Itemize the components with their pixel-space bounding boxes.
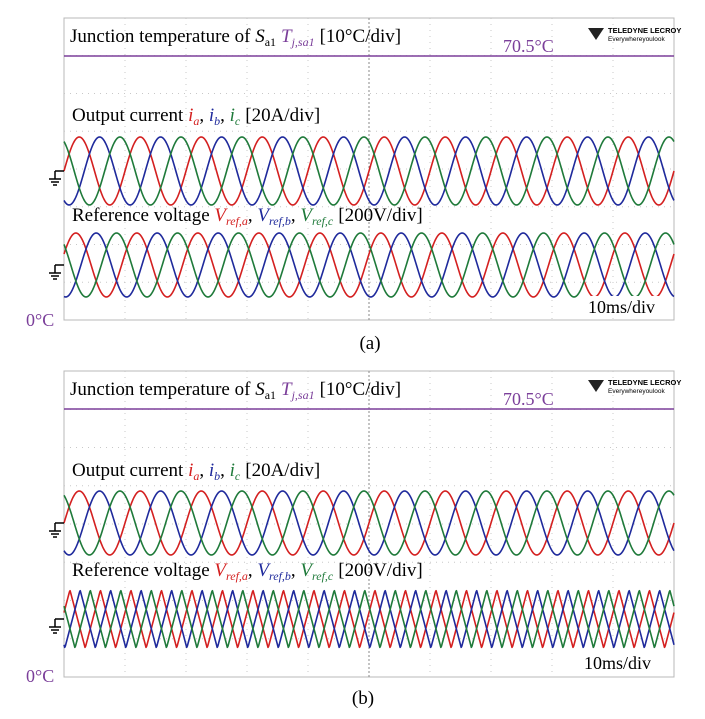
brand-tagline-b: Everywhereyoulook (608, 388, 665, 395)
trace-i-a-a (63, 136, 675, 206)
current-traces-b (63, 490, 675, 556)
voltage-title-a: Reference voltage Vref,a, Vref,b, Vref,c… (72, 205, 423, 228)
trace-v-ref-b-b (63, 589, 675, 649)
temp-zero-label-a: 0°C (26, 310, 54, 330)
ground-icon-voltage-a (49, 264, 64, 280)
caption-b: (b) (352, 688, 374, 709)
trace-v-ref-b-a (63, 232, 675, 298)
trace-i-c-a (63, 136, 675, 206)
voltage-traces-a (63, 232, 675, 298)
trace-i-c-b (63, 490, 675, 556)
lecroy-logo-icon (588, 380, 604, 392)
trace-v-ref-a-a (63, 232, 675, 298)
current-title-a: Output current ia, ib, ic [20A/div] (72, 105, 320, 128)
voltage-title-b: Reference voltage Vref,a, Vref,b, Vref,c… (72, 560, 423, 583)
timebase-bg-a (586, 296, 672, 318)
brand-tagline-a: Everywhereyoulook (608, 36, 665, 43)
brand-name-a: TELEDYNE LECROY (608, 26, 681, 35)
ground-icon-current-a (49, 170, 64, 186)
lecroy-logo-icon (588, 28, 604, 40)
trace-i-b-a (63, 136, 675, 206)
temp-max-label-b: 70.5°C (503, 389, 554, 409)
panel-b: Junction temperature of Sa1 Tj,sa1 [10°C/d… (26, 370, 681, 709)
ground-icon-current-b (49, 522, 64, 538)
trace-i-b-b (63, 490, 675, 556)
timebase-label-a: 10ms/div (588, 297, 655, 317)
temp-title-b: Junction temperature of Sa1 Tj,sa1 [10°C/d… (70, 379, 401, 402)
current-title-b: Output current ia, ib, ic [20A/div] (72, 460, 320, 483)
temp-zero-label-b: 0°C (26, 666, 54, 686)
trace-i-a-b (63, 490, 675, 556)
timebase-bg-b (584, 652, 672, 674)
temp-max-label-a: 70.5°C (503, 36, 554, 56)
trace-v-ref-a-b (63, 589, 675, 649)
timebase-label-b: 10ms/div (584, 653, 651, 673)
brand-logo-a: TELEDYNE LECROY Everywhereyoulook (588, 26, 681, 43)
panel-a: Junction temperature of Sa1 Tj,sa1 [10°C/d… (26, 17, 681, 354)
brand-logo-b: TELEDYNE LECROY Everywhereyoulook (588, 378, 681, 395)
voltage-traces-b (63, 589, 675, 649)
trace-v-ref-c-a (63, 232, 675, 298)
trace-v-ref-c-b (63, 589, 675, 649)
current-traces-a (63, 136, 675, 206)
brand-name-b: TELEDYNE LECROY (608, 378, 681, 387)
temp-title-a: Junction temperature of Sa1 Tj,sa1 [10°C/d… (70, 26, 401, 49)
caption-a: (a) (359, 333, 380, 354)
ground-icon-voltage-b (49, 618, 64, 634)
